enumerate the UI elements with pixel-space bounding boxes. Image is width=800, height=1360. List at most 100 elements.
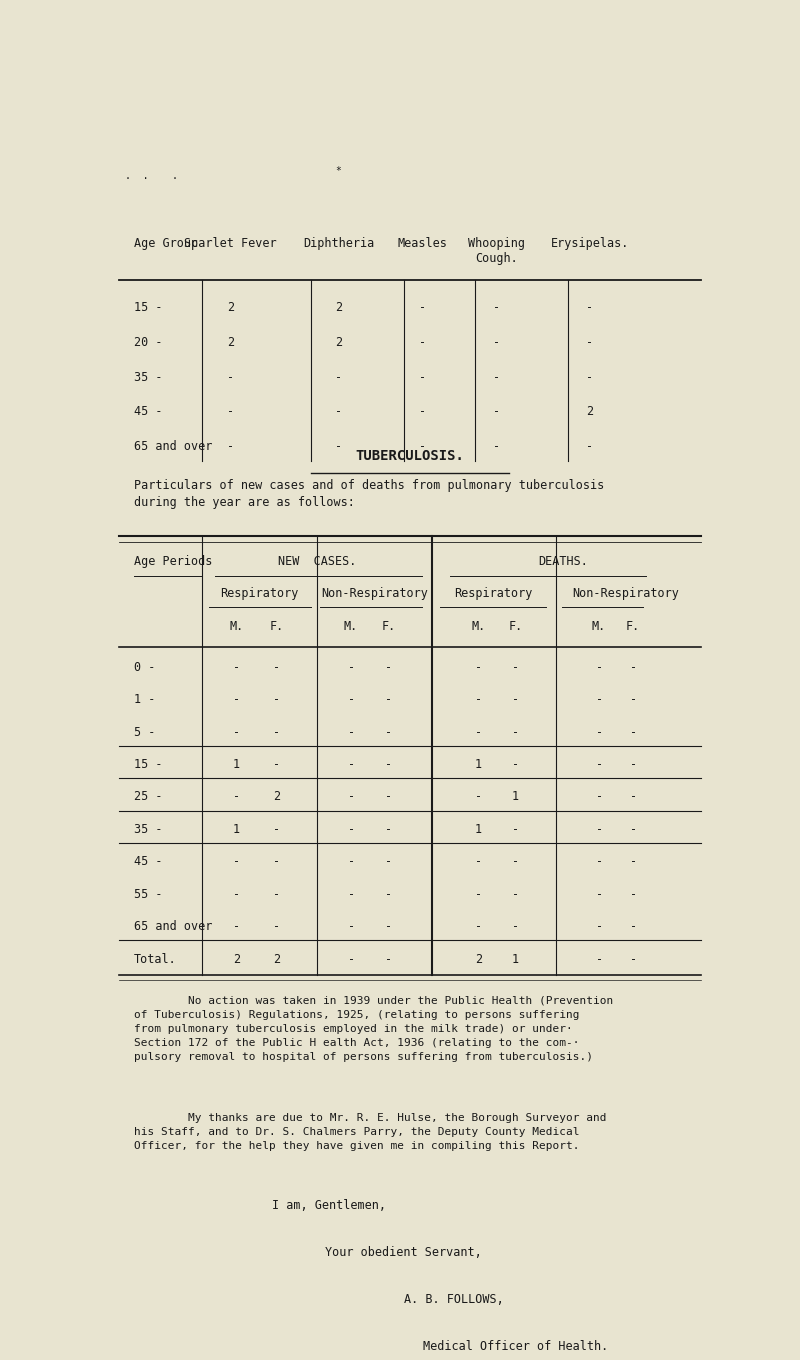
Text: Total.: Total. <box>134 953 177 966</box>
Text: 45 -: 45 - <box>134 855 162 869</box>
Text: -: - <box>335 439 342 453</box>
Text: -: - <box>347 725 354 738</box>
Text: 65 and over: 65 and over <box>134 921 213 933</box>
Text: I am, Gentlemen,: I am, Gentlemen, <box>272 1200 386 1212</box>
Text: -: - <box>419 336 426 350</box>
Text: -: - <box>273 888 280 900</box>
Text: M.: M. <box>471 620 486 632</box>
Text: -: - <box>385 888 392 900</box>
Text: *: * <box>336 166 342 177</box>
Text: -: - <box>630 921 637 933</box>
Text: -: - <box>335 370 342 384</box>
Text: -: - <box>385 953 392 966</box>
Text: No action was taken in 1939 under the Public Health (Prevention
of Tuberculosis): No action was taken in 1939 under the Pu… <box>134 996 614 1062</box>
Text: M.: M. <box>592 620 606 632</box>
Text: -: - <box>347 888 354 900</box>
Text: -: - <box>419 439 426 453</box>
Text: -: - <box>512 758 519 771</box>
Text: -: - <box>494 370 500 384</box>
Text: -: - <box>385 661 392 673</box>
Text: -: - <box>273 921 280 933</box>
Text: -: - <box>226 370 234 384</box>
Text: 1: 1 <box>233 758 240 771</box>
Text: -: - <box>494 439 500 453</box>
Text: -: - <box>494 302 500 314</box>
Text: Age Periods: Age Periods <box>134 555 213 568</box>
Text: -: - <box>335 405 342 418</box>
Text: -: - <box>233 888 240 900</box>
Text: -: - <box>595 855 602 869</box>
Text: 2: 2 <box>335 336 342 350</box>
Text: -: - <box>512 855 519 869</box>
Text: -: - <box>273 855 280 869</box>
Text: F.: F. <box>270 620 284 632</box>
Text: Respiratory: Respiratory <box>454 588 533 600</box>
Text: -: - <box>419 370 426 384</box>
Text: -: - <box>630 790 637 804</box>
Text: 2: 2 <box>233 953 240 966</box>
Text: -: - <box>419 405 426 418</box>
Text: -: - <box>630 758 637 771</box>
Text: -: - <box>474 855 482 869</box>
Text: 20 -: 20 - <box>134 336 162 350</box>
Text: Non-Respiratory: Non-Respiratory <box>321 588 428 600</box>
Text: -: - <box>586 439 594 453</box>
Text: 2: 2 <box>226 336 234 350</box>
Text: -: - <box>385 921 392 933</box>
Text: 2: 2 <box>273 953 280 966</box>
Text: My thanks are due to Mr. R. E. Hulse, the Borough Surveyor and
his Staff, and to: My thanks are due to Mr. R. E. Hulse, th… <box>134 1112 606 1151</box>
Text: -: - <box>347 661 354 673</box>
Text: -: - <box>595 725 602 738</box>
Text: -: - <box>233 790 240 804</box>
Text: -: - <box>419 302 426 314</box>
Text: -: - <box>347 855 354 869</box>
Text: -: - <box>385 855 392 869</box>
Text: A. B. FOLLOWS,: A. B. FOLLOWS, <box>403 1293 503 1306</box>
Text: Diphtheria: Diphtheria <box>303 237 374 249</box>
Text: -: - <box>347 790 354 804</box>
Text: -: - <box>273 758 280 771</box>
Text: Measles: Measles <box>398 237 447 249</box>
Text: 35 -: 35 - <box>134 370 162 384</box>
Text: -: - <box>512 921 519 933</box>
Text: -: - <box>347 758 354 771</box>
Text: -: - <box>595 758 602 771</box>
Text: 55 -: 55 - <box>134 888 162 900</box>
Text: -: - <box>630 953 637 966</box>
Text: -: - <box>595 953 602 966</box>
Text: -: - <box>630 855 637 869</box>
Text: -: - <box>630 725 637 738</box>
Text: -: - <box>474 790 482 804</box>
Text: TUBERCULOSIS.: TUBERCULOSIS. <box>355 449 465 464</box>
Text: M.: M. <box>230 620 243 632</box>
Text: -: - <box>586 336 594 350</box>
Text: 0 -: 0 - <box>134 661 155 673</box>
Text: 1: 1 <box>512 953 519 966</box>
Text: Respiratory: Respiratory <box>221 588 299 600</box>
Text: 1: 1 <box>474 823 482 836</box>
Text: Erysipelas.: Erysipelas. <box>550 237 629 249</box>
Text: -: - <box>595 790 602 804</box>
Text: -: - <box>630 823 637 836</box>
Text: -: - <box>474 725 482 738</box>
Text: Particulars of new cases and of deaths from pulmonary tuberculosis
during the ye: Particulars of new cases and of deaths f… <box>134 480 604 510</box>
Text: -: - <box>474 921 482 933</box>
Text: 1 -: 1 - <box>134 694 155 706</box>
Text: -: - <box>630 661 637 673</box>
Text: F.: F. <box>508 620 522 632</box>
Text: 2: 2 <box>474 953 482 966</box>
Text: Age Group: Age Group <box>134 237 198 249</box>
Text: 1: 1 <box>512 790 519 804</box>
Text: -: - <box>595 823 602 836</box>
Text: F.: F. <box>381 620 395 632</box>
Text: -: - <box>226 405 234 418</box>
Text: -: - <box>595 921 602 933</box>
Text: 2: 2 <box>586 405 594 418</box>
Text: 1: 1 <box>233 823 240 836</box>
Text: -: - <box>385 758 392 771</box>
Text: Non-Respiratory: Non-Respiratory <box>572 588 679 600</box>
Text: -: - <box>595 888 602 900</box>
Text: -: - <box>512 694 519 706</box>
Text: -: - <box>347 823 354 836</box>
Text: -: - <box>474 888 482 900</box>
